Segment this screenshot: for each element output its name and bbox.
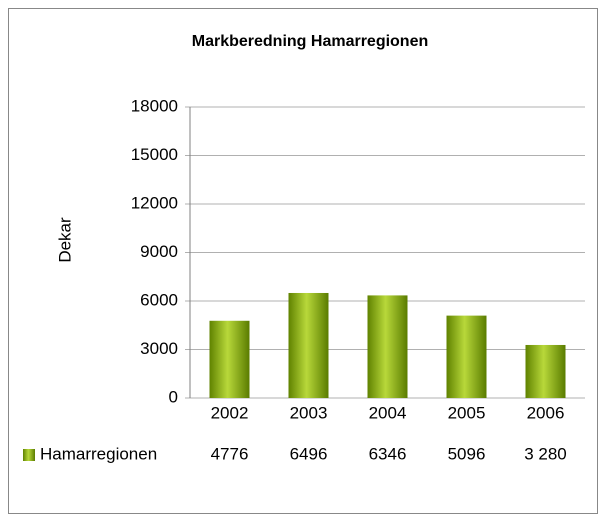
bar (446, 315, 487, 398)
data-table-value: 5096 (448, 444, 486, 463)
y-tick-label: 3000 (140, 339, 178, 358)
x-tick-label: 2003 (290, 403, 328, 422)
data-table-value: 6496 (290, 444, 328, 463)
bar (209, 320, 250, 398)
bar (288, 292, 329, 398)
y-tick-label: 6000 (140, 290, 178, 309)
chart-title: Markberedning Hamarregionen (192, 33, 429, 50)
data-table-value: 3 280 (524, 444, 567, 463)
x-tick-label: 2005 (448, 403, 486, 422)
x-tick-label: 2004 (369, 403, 407, 422)
y-axis-label: Dekar (55, 217, 74, 263)
y-tick-label: 18000 (131, 96, 178, 115)
legend-label: Hamarregionen (40, 444, 157, 463)
data-table-value: 6346 (369, 444, 407, 463)
legend-swatch (23, 449, 35, 461)
bar (367, 295, 408, 398)
x-tick-label: 2006 (527, 403, 565, 422)
chart-frame (8, 8, 598, 514)
y-tick-label: 9000 (140, 242, 178, 261)
y-tick-label: 0 (169, 387, 178, 406)
bar (525, 344, 566, 398)
y-tick-label: 12000 (131, 193, 178, 212)
data-table-value: 4776 (211, 444, 249, 463)
x-tick-label: 2002 (211, 403, 249, 422)
y-tick-label: 15000 (131, 145, 178, 164)
